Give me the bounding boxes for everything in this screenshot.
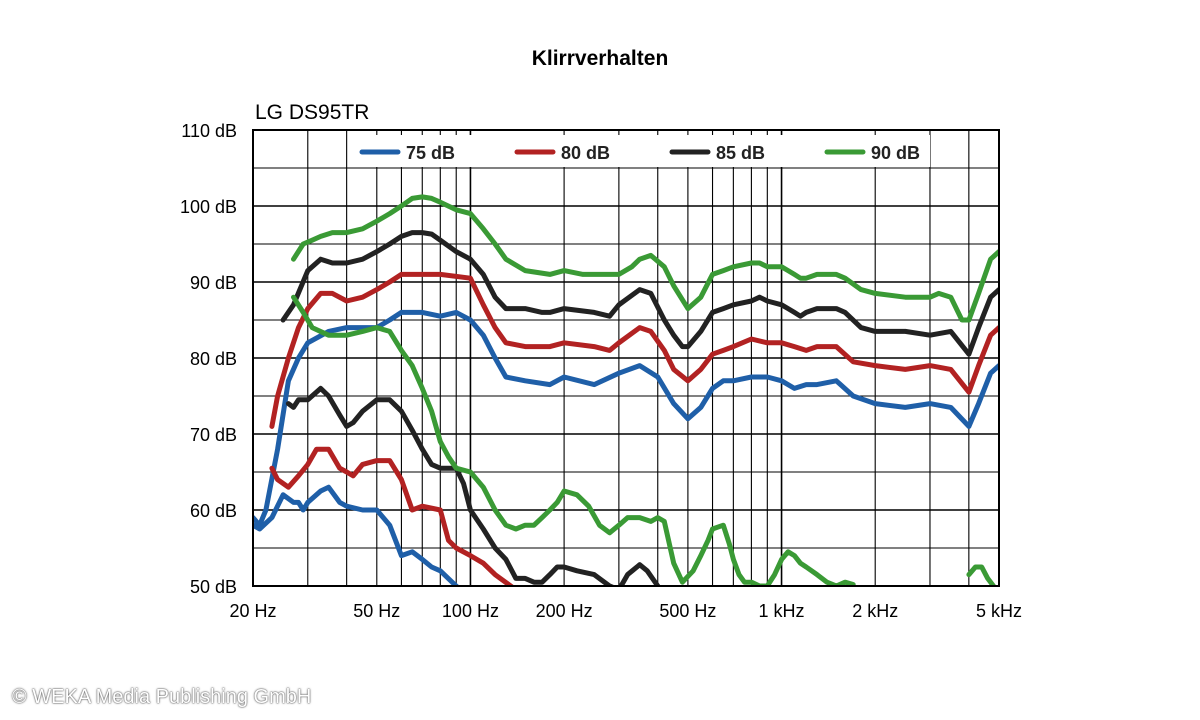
- series-line-level-75db: [253, 309, 999, 528]
- legend: 75 dB 80 dB 85 dB 90 dB: [355, 135, 930, 167]
- chart-subtitle: LG DS95TR: [255, 101, 369, 124]
- series-line-distortion-85db: [285, 385, 661, 586]
- y-tick-label: 80 dB: [190, 349, 237, 369]
- y-tick-label: 110 dB: [181, 121, 237, 141]
- y-tick-label: 100 dB: [180, 197, 237, 217]
- series-line-distortion-80db: [269, 446, 515, 586]
- legend-label: 75 dB: [406, 143, 455, 163]
- y-tick-label: 90 dB: [190, 273, 237, 293]
- chart-title: Klirrverhalten: [532, 47, 669, 70]
- legend-label: 85 dB: [716, 143, 765, 163]
- plot-frame: [252, 129, 1000, 587]
- x-tick-label: 20 Hz: [229, 601, 276, 621]
- series-line-distortion-tail-90db: [966, 564, 996, 586]
- copyright-notice: © WEKA Media Publishing GmbH: [12, 686, 312, 708]
- x-axis: 20 Hz 50 Hz 100 Hz 200 Hz 500 Hz 1 kHz 2 kHz 5 …: [229, 601, 1022, 621]
- x-tick-label: 5 kHz: [976, 601, 1022, 621]
- x-tick-label: 1 kHz: [759, 601, 805, 621]
- y-axis: 50 dB 60 dB 70 dB 80 dB 90 dB 100 dB 110 dB: [180, 121, 237, 597]
- series-layer: [253, 194, 999, 586]
- series-line-level-90db: [291, 194, 999, 323]
- x-tick-label: 200 Hz: [536, 601, 593, 621]
- legend-label: 80 dB: [561, 143, 610, 163]
- x-tick-label: 100 Hz: [442, 601, 499, 621]
- y-tick-label: 50 dB: [190, 577, 237, 597]
- x-tick-label: 2 kHz: [852, 601, 898, 621]
- series-line-distortion-75db: [253, 484, 460, 586]
- series-line-distortion-90db: [291, 294, 856, 586]
- legend-label: 90 dB: [871, 143, 920, 163]
- y-tick-label: 60 dB: [190, 501, 237, 521]
- series-line-level-85db: [280, 230, 999, 357]
- series-line-level-80db: [269, 271, 999, 429]
- x-tick-label: 50 Hz: [353, 601, 400, 621]
- x-tick-label: 500 Hz: [659, 601, 716, 621]
- y-tick-label: 70 dB: [190, 425, 237, 445]
